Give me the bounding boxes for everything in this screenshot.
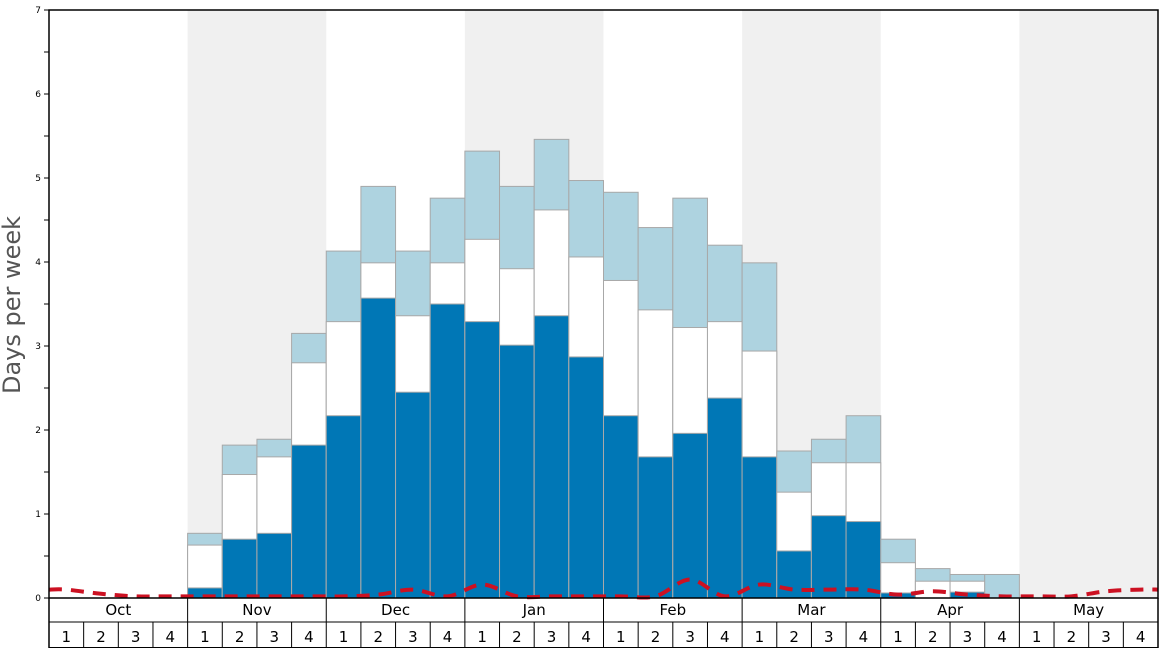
month-label-mar: Mar [797,601,826,619]
y-tick-label: 1 [35,510,41,520]
month-label-apr: Apr [937,601,964,619]
bar-dark [810,515,847,599]
month-label-feb: Feb [660,601,687,619]
week-label: 4 [443,628,453,646]
bar-middle [914,580,951,599]
bar-dark [256,532,293,599]
week-label: 4 [304,628,314,646]
y-tick-label: 6 [35,90,41,100]
bar-middle [880,562,916,599]
week-label: 2 [1067,628,1077,646]
bar-dark [291,444,327,599]
bar-dark [533,315,570,599]
bar-dark [706,397,743,599]
week-label: 3 [685,628,695,646]
week-label: 1 [62,628,72,646]
y-tick-label: 5 [35,174,41,184]
week-label: 2 [651,628,661,646]
y-tick-label: 7 [35,6,41,16]
week-label: 1 [1032,628,1042,646]
week-label: 2 [928,628,938,646]
week-label: 1 [477,628,487,646]
month-shade-may [1019,10,1158,598]
bar-dark [325,415,362,599]
week-label: 2 [512,628,522,646]
week-label: 3 [1101,628,1111,646]
y-tick-label: 3 [35,342,41,352]
week-label: 3 [269,628,279,646]
week-label: 1 [616,628,626,646]
bar-dark [360,297,397,599]
week-label: 4 [720,628,730,646]
dashed-series-path [48,577,1159,600]
month-label-dec: Dec [381,601,410,619]
week-label: 3 [824,628,834,646]
bar-dark [499,344,535,599]
week-label: 4 [166,628,176,646]
y-tick-label: 4 [35,258,41,268]
y-axis-ticks: 0 1 2 3 4 5 6 7 [35,6,49,604]
x-axis-table: Oct 1 2 3 4 Nov 1 2 3 4 Dec 1 2 3 4 Jan 1 2 3 4 Feb 1 2 3 4 Mar 1 2… [48,9,1159,648]
bar-dark [603,415,639,599]
week-label: 3 [963,628,973,646]
bar-dark [672,432,708,599]
week-label: 3 [408,628,418,646]
y-tick-label: 0 [35,594,41,604]
week-label: 2 [373,628,383,646]
bar-dark [845,521,882,599]
week-label: 1 [200,628,210,646]
y-tick-label: 2 [35,426,41,436]
dashed-series-line [48,577,1159,600]
week-label: 3 [547,628,557,646]
week-label: 4 [859,628,869,646]
bar-dark [429,303,466,599]
month-label-jan: Jan [522,601,546,619]
week-label: 2 [235,628,245,646]
week-label: 4 [1136,628,1146,646]
week-label: 3 [131,628,141,646]
bar-dark [395,391,431,599]
y-axis-label: Days per week [0,216,26,394]
bar-dark [741,456,778,599]
month-label-may: May [1073,601,1104,619]
week-label: 2 [789,628,799,646]
week-label: 4 [997,628,1007,646]
week-label: 1 [755,628,765,646]
week-label: 1 [339,628,349,646]
bar-dark [568,356,604,599]
bar-dark [637,456,674,599]
week-label: 2 [96,628,106,646]
month-label-oct: Oct [105,601,131,619]
month-label-nov: Nov [242,601,271,619]
bar-dark [464,321,501,599]
week-label: 4 [581,628,591,646]
week-label: 1 [893,628,903,646]
bar-dark [221,538,258,599]
